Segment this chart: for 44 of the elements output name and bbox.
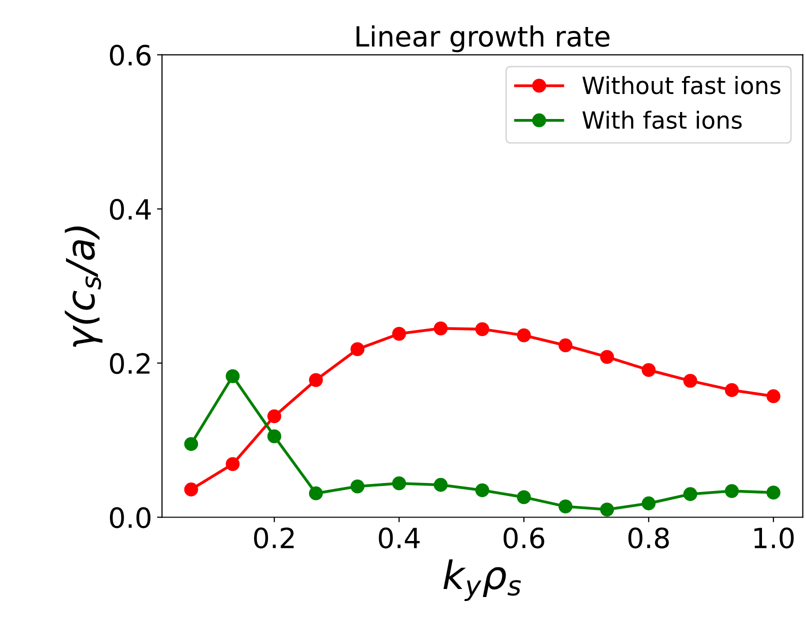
point [350,479,364,494]
point [642,496,656,510]
point [642,363,656,377]
point [558,338,572,352]
point [434,321,448,336]
point [683,374,698,388]
legend-label: Without fast ions [582,76,780,94]
legend-label: With fast ions [582,110,742,129]
point [184,482,198,496]
point [226,369,240,384]
point [226,457,240,472]
point [392,326,406,341]
chart-title: Linear growth rate [356,25,610,52]
point [392,476,406,490]
point [683,487,698,502]
point [516,490,531,504]
point [475,483,490,498]
y-tick-label: 0.2 [110,353,150,374]
x-tick-label: 0.8 [628,527,669,548]
point [308,486,323,500]
point [600,502,614,516]
point [267,409,282,424]
x-tick-label: 0.6 [504,527,544,548]
point [766,389,780,404]
y-tick-label: 0.6 [110,44,151,66]
x-axis-title: k$_{y}$ρ$_{s}$ [444,559,521,601]
point [724,484,739,498]
point [184,437,198,451]
point [558,500,572,514]
point [516,328,531,342]
x-tick-label: 0.2 [254,527,294,548]
point [724,383,739,398]
point [434,478,448,492]
point [600,350,614,364]
point [350,342,364,356]
y-axis-title: γ(c$_{s}$/a) [64,226,102,347]
point [267,429,282,444]
y-tick-label: 0.4 [110,198,151,220]
x-tick-label: 0.4 [378,527,420,548]
y-tick-label: 0.0 [110,507,150,528]
point [766,486,780,500]
point [475,322,490,336]
x-tick-label: 1.0 [754,527,794,548]
point [308,373,323,387]
